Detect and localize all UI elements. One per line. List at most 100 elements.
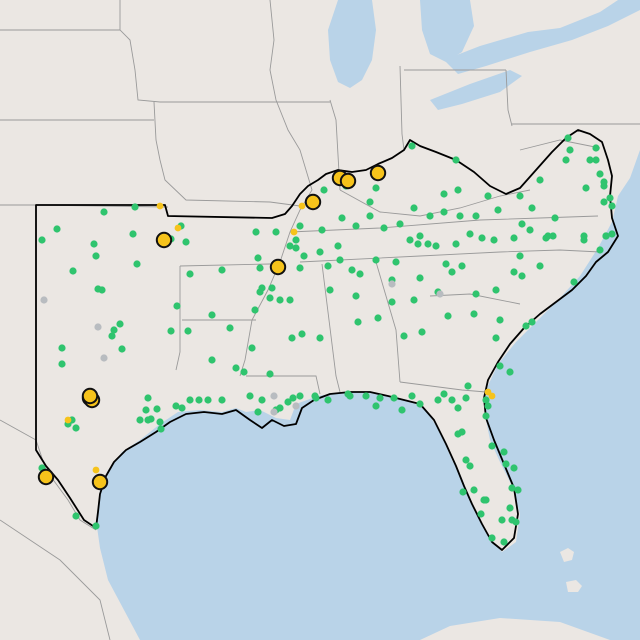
green-site-marker[interactable]: [298, 330, 306, 338]
large-yellow-site-marker[interactable]: [155, 231, 173, 249]
green-site-marker[interactable]: [208, 311, 216, 319]
green-site-marker[interactable]: [366, 212, 374, 220]
green-site-marker[interactable]: [458, 262, 466, 270]
green-site-marker[interactable]: [408, 142, 416, 150]
green-site-marker[interactable]: [167, 327, 175, 335]
green-site-marker[interactable]: [477, 510, 485, 518]
green-site-marker[interactable]: [510, 464, 518, 472]
green-site-marker[interactable]: [144, 394, 152, 402]
gray-site-marker[interactable]: [94, 323, 102, 331]
gray-site-marker[interactable]: [40, 296, 48, 304]
green-site-marker[interactable]: [144, 416, 152, 424]
small-yellow-site-marker[interactable]: [290, 228, 298, 236]
green-site-marker[interactable]: [510, 268, 518, 276]
green-site-marker[interactable]: [488, 442, 496, 450]
green-site-marker[interactable]: [500, 538, 508, 546]
green-site-marker[interactable]: [288, 334, 296, 342]
green-site-marker[interactable]: [528, 318, 536, 326]
green-site-marker[interactable]: [551, 214, 559, 222]
green-site-marker[interactable]: [526, 226, 534, 234]
green-site-marker[interactable]: [444, 312, 452, 320]
green-site-marker[interactable]: [108, 332, 116, 340]
green-site-marker[interactable]: [596, 170, 604, 178]
large-yellow-site-marker[interactable]: [37, 468, 55, 486]
green-site-marker[interactable]: [448, 396, 456, 404]
green-site-marker[interactable]: [452, 156, 460, 164]
green-site-marker[interactable]: [338, 214, 346, 222]
green-site-marker[interactable]: [549, 232, 557, 240]
green-site-marker[interactable]: [258, 396, 266, 404]
green-site-marker[interactable]: [38, 236, 46, 244]
green-site-marker[interactable]: [251, 306, 259, 314]
green-site-marker[interactable]: [536, 176, 544, 184]
green-site-marker[interactable]: [178, 404, 186, 412]
green-site-marker[interactable]: [508, 484, 516, 492]
green-site-marker[interactable]: [454, 404, 462, 412]
green-site-marker[interactable]: [53, 225, 61, 233]
green-site-marker[interactable]: [482, 396, 490, 404]
green-site-marker[interactable]: [516, 252, 524, 260]
green-site-marker[interactable]: [372, 184, 380, 192]
green-site-marker[interactable]: [372, 256, 380, 264]
green-site-marker[interactable]: [410, 296, 418, 304]
green-site-marker[interactable]: [414, 240, 422, 248]
large-yellow-site-marker[interactable]: [339, 172, 357, 190]
green-site-marker[interactable]: [518, 272, 526, 280]
small-yellow-site-marker[interactable]: [488, 392, 496, 400]
green-site-marker[interactable]: [484, 192, 492, 200]
green-site-marker[interactable]: [440, 390, 448, 398]
green-site-marker[interactable]: [400, 332, 408, 340]
green-site-marker[interactable]: [272, 228, 280, 236]
green-site-marker[interactable]: [300, 252, 308, 260]
green-site-marker[interactable]: [266, 370, 274, 378]
green-site-marker[interactable]: [426, 212, 434, 220]
green-site-marker[interactable]: [470, 486, 478, 494]
large-yellow-site-marker[interactable]: [369, 164, 387, 182]
small-yellow-site-marker[interactable]: [64, 416, 72, 424]
gray-site-marker[interactable]: [292, 402, 300, 410]
green-site-marker[interactable]: [462, 456, 470, 464]
green-site-marker[interactable]: [462, 394, 470, 402]
green-site-marker[interactable]: [542, 234, 550, 242]
small-yellow-site-marker[interactable]: [174, 224, 182, 232]
green-site-marker[interactable]: [118, 345, 126, 353]
green-site-marker[interactable]: [92, 252, 100, 260]
green-site-marker[interactable]: [110, 326, 118, 334]
green-site-marker[interactable]: [90, 240, 98, 248]
green-site-marker[interactable]: [266, 294, 274, 302]
green-site-marker[interactable]: [408, 392, 416, 400]
green-site-marker[interactable]: [516, 192, 524, 200]
green-site-marker[interactable]: [292, 236, 300, 244]
green-site-marker[interactable]: [116, 320, 124, 328]
green-site-marker[interactable]: [157, 425, 165, 433]
green-site-marker[interactable]: [258, 284, 266, 292]
green-site-marker[interactable]: [184, 327, 192, 335]
green-site-marker[interactable]: [232, 364, 240, 372]
green-site-marker[interactable]: [466, 462, 474, 470]
green-site-marker[interactable]: [432, 242, 440, 250]
green-site-marker[interactable]: [388, 298, 396, 306]
green-site-marker[interactable]: [376, 394, 384, 402]
green-site-marker[interactable]: [390, 394, 398, 402]
green-site-marker[interactable]: [326, 286, 334, 294]
green-site-marker[interactable]: [348, 266, 356, 274]
green-site-marker[interactable]: [448, 268, 456, 276]
green-site-marker[interactable]: [352, 292, 360, 300]
green-site-marker[interactable]: [396, 220, 404, 228]
green-site-marker[interactable]: [606, 194, 614, 202]
green-site-marker[interactable]: [434, 396, 442, 404]
green-site-marker[interactable]: [592, 144, 600, 152]
green-site-marker[interactable]: [440, 190, 448, 198]
green-site-marker[interactable]: [459, 488, 467, 496]
green-site-marker[interactable]: [316, 334, 324, 342]
green-site-marker[interactable]: [492, 334, 500, 342]
green-site-marker[interactable]: [204, 396, 212, 404]
gray-site-marker[interactable]: [436, 290, 444, 298]
green-site-marker[interactable]: [528, 204, 536, 212]
green-site-marker[interactable]: [498, 516, 506, 524]
green-site-marker[interactable]: [362, 392, 370, 400]
green-site-marker[interactable]: [600, 178, 608, 186]
green-site-marker[interactable]: [208, 356, 216, 364]
green-site-marker[interactable]: [452, 240, 460, 248]
green-site-marker[interactable]: [296, 222, 304, 230]
